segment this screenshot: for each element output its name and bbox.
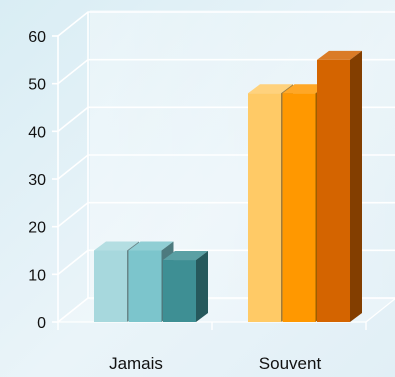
bar-top — [163, 251, 208, 261]
bars-layer — [94, 50, 362, 322]
x-category-label: Jamais — [109, 354, 163, 373]
y-tick-label: 30 — [28, 172, 46, 189]
bar-front — [128, 250, 162, 322]
bar-top — [94, 241, 139, 251]
bar-top — [282, 84, 328, 94]
bar-side — [196, 251, 208, 322]
x-category-label: Souvent — [259, 354, 322, 373]
bar-front — [248, 93, 281, 322]
y-tick-label: 10 — [28, 267, 46, 284]
labels-layer: 0 10 20 30 40 50 60 Jamais Souvent — [28, 29, 321, 373]
axis-layer — [52, 12, 367, 330]
bar — [317, 50, 362, 322]
y-tick-label: 20 — [28, 220, 46, 237]
bar-side — [350, 50, 362, 322]
bar-front — [317, 59, 350, 322]
bar — [163, 251, 208, 322]
bar-top — [248, 84, 293, 94]
bar-front — [94, 250, 127, 322]
bar-front — [163, 260, 196, 322]
bar-top — [128, 241, 174, 251]
bar-top — [317, 50, 362, 60]
bar-front — [282, 93, 316, 322]
y-tick-label: 40 — [28, 124, 46, 141]
y-tick-label: 60 — [28, 29, 46, 46]
y-tick-label: 0 — [37, 315, 46, 332]
y-tick-label: 50 — [28, 77, 46, 94]
